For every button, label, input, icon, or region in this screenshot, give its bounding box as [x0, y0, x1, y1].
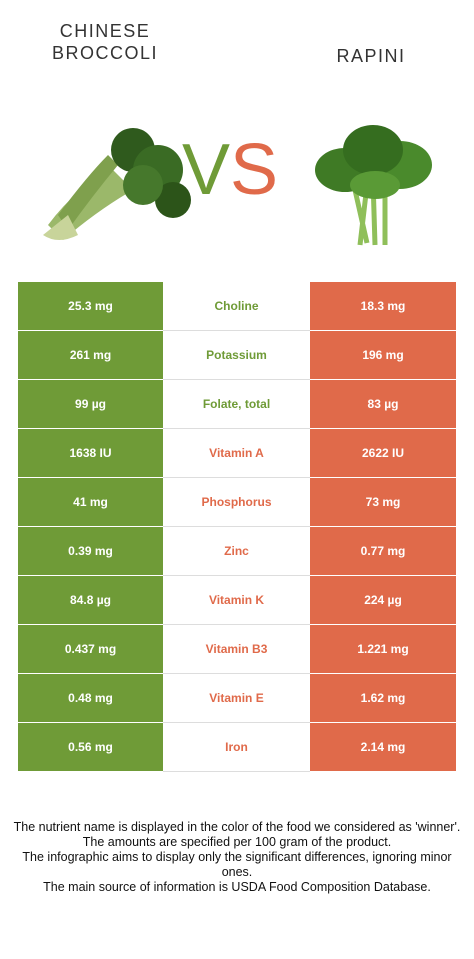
nutrient-name: Vitamin B3 [163, 625, 310, 674]
comparison-table: 25.3 mg Choline 18.3 mg 261 mg Potassium 196 … [18, 282, 456, 772]
table-row: 0.56 mg Iron 2.14 mg [18, 723, 456, 772]
table-row: 1638 IU Vitamin A 2622 IU [18, 429, 456, 478]
right-value: 73 mg [310, 478, 456, 527]
left-value: 41 mg [18, 478, 163, 527]
nutrient-name: Choline [163, 282, 310, 331]
nutrient-name: Folate, total [163, 380, 310, 429]
right-value: 1.62 mg [310, 674, 456, 723]
footer: The nutrient name is displayed in the co… [10, 820, 464, 895]
nutrient-name: Phosphorus [163, 478, 310, 527]
nutrient-name: Potassium [163, 331, 310, 380]
left-value: 0.39 mg [18, 527, 163, 576]
right-value: 2622 IU [310, 429, 456, 478]
left-food: CHINESE BROCCOLI [5, 20, 205, 64]
table-row: 25.3 mg Choline 18.3 mg [18, 282, 456, 331]
left-value: 1638 IU [18, 429, 163, 478]
left-value: 0.48 mg [18, 674, 163, 723]
left-value: 84.8 µg [18, 576, 163, 625]
nutrient-name: Vitamin A [163, 429, 310, 478]
left-value: 0.56 mg [18, 723, 163, 772]
broccoli-image [43, 128, 191, 240]
right-value: 196 mg [310, 331, 456, 380]
footer-line: The nutrient name is displayed in the co… [13, 820, 461, 834]
vs-letter: S [230, 130, 279, 210]
left-value: 99 µg [18, 380, 163, 429]
nutrient-name: Vitamin K [163, 576, 310, 625]
vs-letter: V [182, 130, 231, 210]
left-food-line: BROCCOLI [51, 43, 159, 63]
table-row: 0.39 mg Zinc 0.77 mg [18, 527, 456, 576]
right-food: RAPINI [336, 46, 406, 66]
left-value: 25.3 mg [18, 282, 163, 331]
nutrient-name: Vitamin E [163, 674, 310, 723]
left-food-line: CHINESE [59, 21, 151, 41]
nutrient-name: Zinc [163, 527, 310, 576]
nutrient-name: Iron [163, 723, 310, 772]
table-row: 0.48 mg Vitamin E 1.62 mg [18, 674, 456, 723]
table-row: 0.437 mg Vitamin B3 1.221 mg [18, 625, 456, 674]
left-value: 0.437 mg [18, 625, 163, 674]
right-value: 1.221 mg [310, 625, 456, 674]
right-value: 224 µg [310, 576, 456, 625]
right-value: 0.77 mg [310, 527, 456, 576]
table-row: 84.8 µg Vitamin K 224 µg [18, 576, 456, 625]
table-row: 99 µg Folate, total 83 µg [18, 380, 456, 429]
left-value: 261 mg [18, 331, 163, 380]
table-row: 261 mg Potassium 196 mg [18, 331, 456, 380]
right-value: 2.14 mg [310, 723, 456, 772]
footer-line: The infographic aims to display only the… [22, 850, 452, 879]
rapini-image [315, 125, 432, 246]
right-value: 18.3 mg [310, 282, 456, 331]
right-value: 83 µg [310, 380, 456, 429]
table-row: 41 mg Phosphorus 73 mg [18, 478, 456, 527]
footer-line: The main source of information is USDA F… [43, 880, 431, 894]
footer-line: The amounts are specified per 100 gram o… [82, 835, 392, 849]
vs: VS [182, 130, 278, 210]
